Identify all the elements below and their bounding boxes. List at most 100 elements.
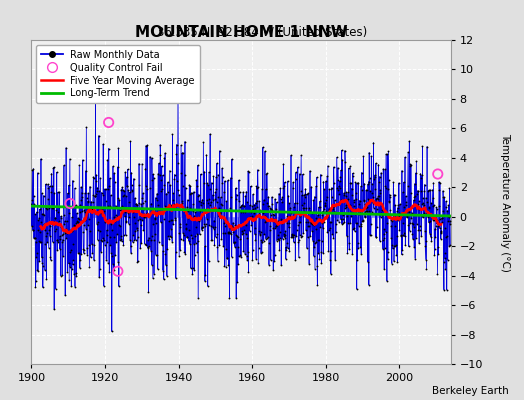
Point [363,208,371,214]
Point [119,232,128,239]
Point [440,258,448,265]
Point [394,202,402,208]
Point [75,265,84,271]
Point [132,201,140,207]
Point [222,264,230,270]
Point [401,242,409,248]
Point [271,225,279,231]
Point [340,219,348,225]
Point [136,212,144,218]
Point [161,150,169,156]
Point [327,248,335,254]
Point [355,211,364,218]
Point [352,220,360,226]
Point [295,219,303,225]
Point [414,198,423,204]
Point [168,238,176,245]
Point [282,240,291,246]
Point [223,255,232,262]
Point [387,235,396,242]
Point [178,150,186,156]
Point [170,205,178,211]
Point [39,192,48,199]
Point [376,238,384,244]
Point [86,254,95,260]
Point [283,178,292,184]
Point [294,239,302,245]
Point [325,225,334,232]
Point [303,214,311,220]
Point [280,179,289,186]
Point [95,274,103,280]
Point [254,184,262,190]
Point [54,239,62,245]
Point [75,162,83,168]
Point [203,216,211,222]
Point [422,199,431,205]
Point [375,192,383,199]
Point [366,232,375,238]
Point [240,203,248,209]
Point [145,234,153,241]
Point [424,219,433,226]
Point [278,194,287,200]
Point [290,200,299,206]
Point [30,235,39,242]
Point [36,239,44,246]
Point [216,210,224,216]
Point [418,201,427,207]
Point [321,202,330,208]
Point [61,230,69,236]
Point [402,193,410,200]
Point [278,199,286,205]
Point [293,200,302,206]
Point [433,244,442,250]
Point [134,217,143,224]
Point [381,228,390,235]
Point [241,193,249,199]
Point [422,195,430,201]
Point [420,210,428,216]
Point [431,223,440,229]
Point [155,238,163,245]
Point [212,174,221,180]
Point [368,199,377,206]
Point [125,206,134,212]
Point [158,185,167,192]
Point [189,265,197,271]
Point [141,166,150,172]
Point [210,226,218,232]
Point [229,228,237,235]
Point [42,205,50,211]
Point [320,218,328,225]
Point [46,222,54,229]
Point [86,206,95,212]
Point [444,218,452,224]
Point [95,266,104,272]
Point [341,193,350,199]
Point [172,141,181,148]
Point [57,272,65,279]
Point [236,204,244,210]
Point [69,241,78,247]
Point [311,266,319,272]
Point [234,234,242,240]
Point [74,218,82,225]
Point [52,169,61,176]
Point [150,270,158,277]
Point [415,206,423,212]
Point [259,238,268,244]
Point [216,209,224,216]
Point [290,231,299,238]
Point [429,194,438,201]
Point [245,169,253,175]
Point [140,211,148,217]
Point [125,214,134,220]
Point [69,256,78,263]
Point [75,250,83,256]
Point [54,209,62,216]
Point [255,198,264,204]
Point [169,190,178,196]
Point [335,191,344,198]
Point [165,202,173,208]
